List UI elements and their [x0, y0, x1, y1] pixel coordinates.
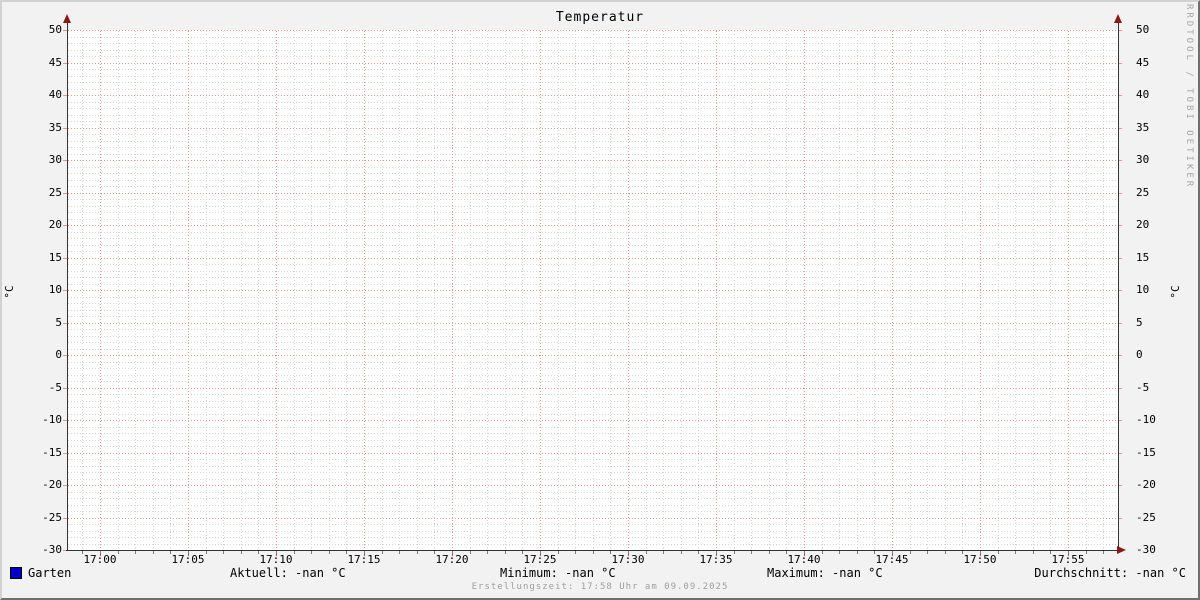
y-axis-label-right: -10 [1136, 413, 1156, 426]
y-axis-label-right: 10 [1136, 283, 1150, 296]
stat-maximum: Maximum: -nan °C [767, 566, 883, 580]
y-axis-label-left: -5 [48, 381, 62, 394]
creation-time: Erstellungszeit: 17:58 Uhr am 09.09.2025 [471, 582, 729, 592]
y-axis-label-right: 15 [1136, 251, 1150, 264]
y-axis-label-left: 35 [48, 121, 62, 134]
y-axis-label-right: 35 [1136, 121, 1150, 134]
y-axis-label-right: -20 [1136, 478, 1156, 491]
stat-durchschnitt: Durchschnitt: -nan °C [1034, 566, 1186, 580]
x-axis-label: 17:20 [435, 553, 469, 566]
rrdtool-watermark: RRDTOOL / TOBI OETIKER [1184, 4, 1194, 190]
y-axis-label-right: -25 [1136, 511, 1156, 524]
y-axis-label-left: 25 [48, 186, 62, 199]
y-axis-label-left: -15 [42, 446, 62, 459]
y-axis-label-right: 25 [1136, 186, 1150, 199]
y-axis-label-left: 20 [48, 218, 62, 231]
y-axis-label-left: 15 [48, 251, 62, 264]
x-axis-label: 17:15 [347, 553, 381, 566]
y-axis-label-left: 40 [48, 88, 62, 101]
y-axis-label-right: 30 [1136, 153, 1150, 166]
y-axis-label-left: 50 [48, 23, 62, 36]
y-axis-label-right: 20 [1136, 218, 1150, 231]
x-axis-label: 17:50 [963, 553, 997, 566]
series-color-swatch [10, 567, 22, 579]
x-axis-label: 17:40 [787, 553, 821, 566]
y-axis-label-left: 5 [55, 316, 62, 329]
y-axis-label-right: -30 [1136, 543, 1156, 556]
x-axis-label: 17:45 [875, 553, 909, 566]
x-axis-label: 17:55 [1051, 553, 1085, 566]
y-axis-label-right: 50 [1136, 23, 1150, 36]
x-axis-label: 17:35 [699, 553, 733, 566]
y-axis-label-left: -25 [42, 511, 62, 524]
y-axis-label-left: 45 [48, 56, 62, 69]
y-axis-label-right: 0 [1136, 348, 1143, 361]
y-axis-label-left: 10 [48, 283, 62, 296]
y-axis-label-right: 40 [1136, 88, 1150, 101]
y-axis-label-left: 30 [48, 153, 62, 166]
x-axis-label: 17:00 [83, 553, 117, 566]
x-axis-label: 17:05 [171, 553, 205, 566]
y-axis-label-right: -15 [1136, 446, 1156, 459]
x-axis-label: 17:10 [259, 553, 293, 566]
stat-minimum: Minimum: -nan °C [500, 566, 616, 580]
y-axis-label-left: -30 [42, 543, 62, 556]
y-axis-label-right: 5 [1136, 316, 1143, 329]
y-axis-label-left: -10 [42, 413, 62, 426]
x-axis-label: 17:25 [523, 553, 557, 566]
y-axis-label-left: 0 [55, 348, 62, 361]
y-axis-unit-left: °C [3, 285, 16, 299]
stat-aktuell: Aktuell: -nan °C [230, 566, 346, 580]
y-axis-label-right: 45 [1136, 56, 1150, 69]
x-axis-label: 17:30 [611, 553, 645, 566]
chart-title: Temperatur [555, 10, 645, 25]
y-axis-label-right: -5 [1136, 381, 1150, 394]
series-label: Garten [28, 566, 72, 580]
y-axis-label-left: -20 [42, 478, 62, 491]
